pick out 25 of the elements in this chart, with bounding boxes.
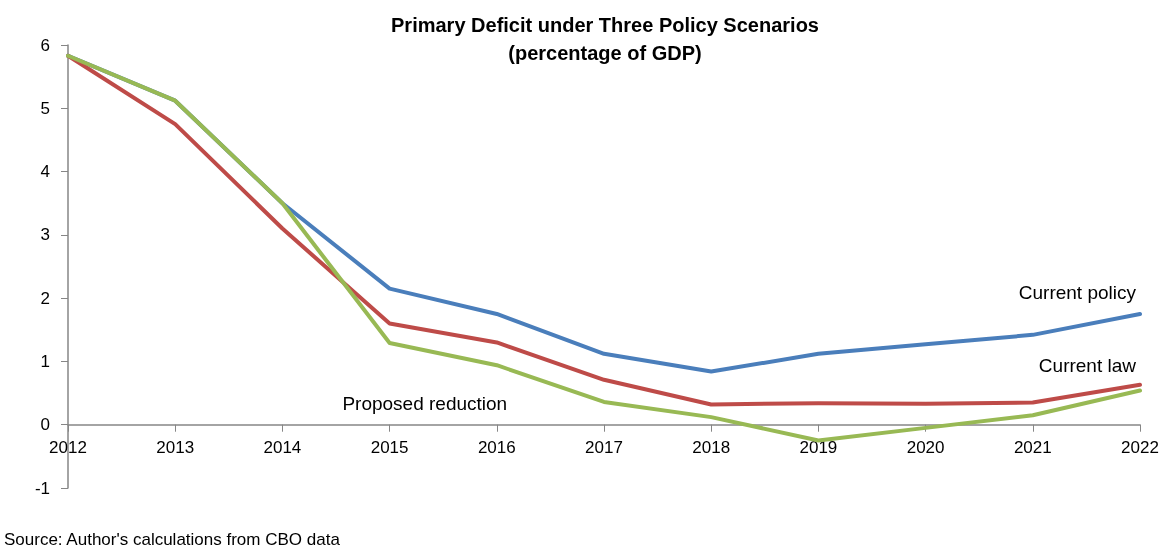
series-label: Proposed reduction <box>342 392 508 414</box>
y-tick-label: -1 <box>34 478 50 498</box>
y-tick-label: 5 <box>40 98 50 118</box>
y-tick-label: 0 <box>40 415 50 435</box>
x-tick-label: 2013 <box>156 437 195 457</box>
y-tick-label: 3 <box>40 225 50 245</box>
series-label: Current policy <box>1018 281 1137 303</box>
x-tick-label: 2020 <box>906 437 945 457</box>
x-tick-label: 2019 <box>799 437 838 457</box>
series-label: Current law <box>1038 354 1137 376</box>
x-tick-label: 2016 <box>477 437 516 457</box>
chart-title: Primary Deficit under Three Policy Scenarios <box>391 14 819 36</box>
x-tick-label: 2017 <box>585 437 623 457</box>
source-note: Source: Author's calculations from CBO data <box>4 530 341 549</box>
x-tick-label: 2021 <box>1013 437 1052 457</box>
y-tick-label: 6 <box>40 35 50 55</box>
x-tick-label: 2014 <box>263 437 302 457</box>
x-tick-label: 2015 <box>370 437 409 457</box>
x-tick-label: 2018 <box>692 437 731 457</box>
y-tick-label: 2 <box>40 288 50 308</box>
x-tick-label: 2022 <box>1121 437 1159 457</box>
y-tick-label: 1 <box>40 351 50 371</box>
x-tick-label: 2012 <box>49 437 87 457</box>
chart-subtitle: (percentage of GDP) <box>508 42 702 64</box>
y-tick-label: 4 <box>40 162 50 182</box>
